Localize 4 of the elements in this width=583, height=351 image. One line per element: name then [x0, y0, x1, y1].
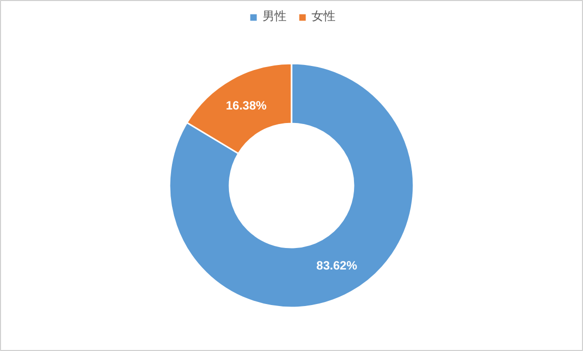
data-label: 16.38%	[226, 98, 267, 112]
legend-label: 男性	[262, 8, 286, 25]
data-label: 83.62%	[316, 258, 358, 273]
legend-label: 女性	[312, 8, 336, 25]
